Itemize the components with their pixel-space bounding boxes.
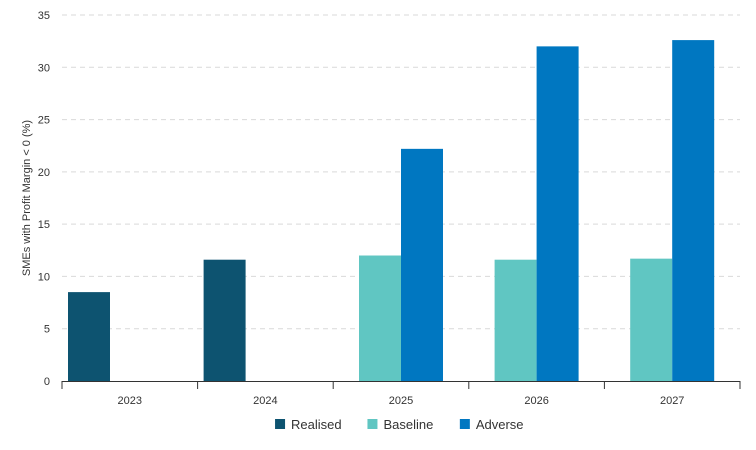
legend-label-baseline: Baseline (383, 417, 433, 432)
bar-adverse-2025 (401, 148, 443, 381)
y-tick-label: 25 (38, 115, 50, 127)
legend: Realised Baseline Adverse (275, 417, 524, 432)
bars (68, 40, 715, 382)
legend-swatch-baseline (367, 419, 378, 429)
y-tick-label: 5 (44, 324, 50, 336)
x-tick-label: 2027 (660, 395, 684, 407)
x-tick-label: 2026 (524, 395, 548, 407)
y-tick-label: 10 (38, 271, 50, 283)
y-axis-label: SMEs with Profit Margin < 0 (%) (21, 120, 33, 276)
y-tick-label: 15 (38, 219, 50, 231)
bar-adverse-2026 (536, 46, 579, 381)
legend-label-realised: Realised (291, 417, 342, 432)
y-tick-label: 35 (38, 10, 50, 22)
bar-realised-2024 (203, 259, 246, 381)
x-tick-label: 2024 (253, 395, 277, 407)
bar-baseline-2026 (494, 259, 537, 381)
bar-realised-2023 (68, 292, 110, 381)
bar-adverse-2027 (672, 40, 715, 382)
x-tick-label: 2025 (389, 395, 413, 407)
legend-swatch-adverse (459, 419, 470, 429)
bar-baseline-2025 (359, 255, 401, 381)
x-tick-label: 2023 (118, 395, 142, 407)
bar-baseline-2027 (630, 258, 673, 381)
legend-swatch-realised (275, 419, 286, 429)
x-axis: 2023 2024 2025 2026 2027 (61, 381, 741, 407)
y-tick-label: 30 (38, 62, 50, 74)
y-tick-label: 20 (38, 167, 50, 179)
gridlines (62, 14, 740, 330)
y-axis-ticks: 0 5 10 15 20 25 30 35 (38, 10, 50, 388)
legend-label-adverse: Adverse (476, 417, 524, 432)
y-tick-label: 0 (44, 376, 50, 388)
